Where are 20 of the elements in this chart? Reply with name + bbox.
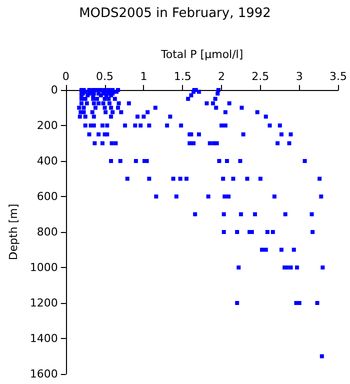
y-tick-label: 400 xyxy=(36,154,58,168)
y-tick-label: 800 xyxy=(36,226,58,238)
x-tick-label: 0 xyxy=(62,70,70,83)
x-tick-label: 2 xyxy=(218,70,226,83)
y-tick-label: 1200 xyxy=(30,296,58,310)
x-tick-label: 3 xyxy=(296,70,303,83)
x-axis-title: Total P [µmol/l] xyxy=(160,48,244,61)
y-axis-title: Depth [m] xyxy=(7,204,20,260)
y-tick-label: 1400 xyxy=(30,332,58,345)
y-tick-label: 200 xyxy=(36,119,58,132)
x-tick-label: 0.5 xyxy=(96,70,114,83)
x-tick-label: 3.5 xyxy=(330,70,348,83)
x-tick-label: 1.5 xyxy=(174,70,192,83)
y-tick-label: 1000 xyxy=(30,261,58,274)
x-tick-label: 1 xyxy=(140,70,148,83)
x-tick-label: 2.5 xyxy=(252,70,270,83)
chart-title: MODS2005 in February, 1992 xyxy=(79,6,271,21)
y-tick-label: 1600 xyxy=(30,368,58,380)
y-tick-label: 600 xyxy=(36,190,58,203)
y-tick-label: 0 xyxy=(50,84,58,96)
